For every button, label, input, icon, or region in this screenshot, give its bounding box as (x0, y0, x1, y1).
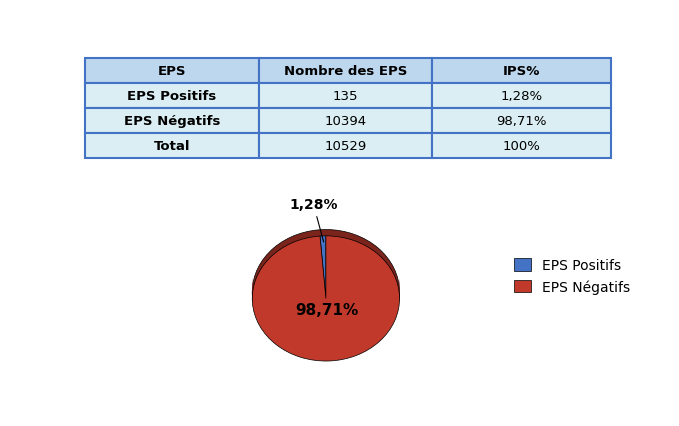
Ellipse shape (252, 230, 399, 355)
Legend: EPS Positifs, EPS Négatifs: EPS Positifs, EPS Négatifs (509, 253, 636, 299)
Text: 1,28%: 1,28% (289, 198, 337, 242)
Wedge shape (252, 236, 399, 361)
Polygon shape (252, 276, 399, 355)
Text: 98,71%: 98,71% (295, 303, 359, 318)
Wedge shape (320, 236, 326, 299)
